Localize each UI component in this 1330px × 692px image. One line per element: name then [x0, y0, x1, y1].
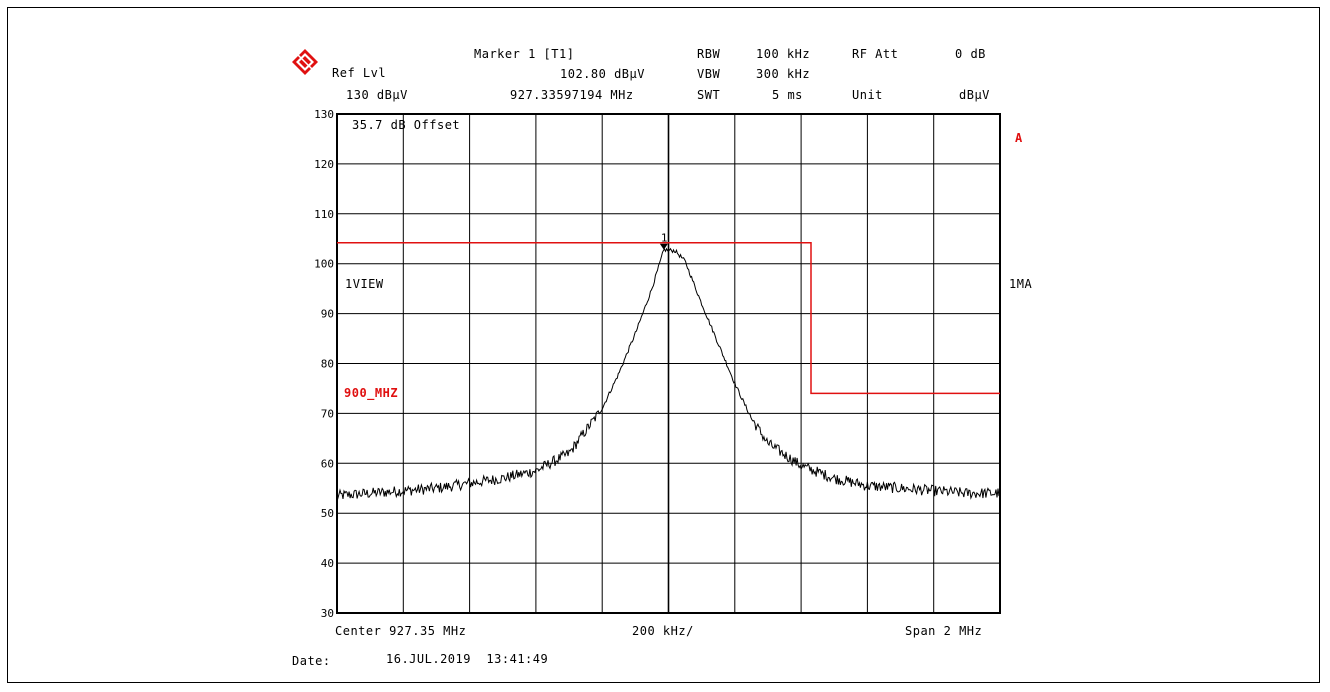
- center-frequency: Center 927.35 MHz: [335, 624, 467, 638]
- vbw-label: VBW: [697, 67, 721, 81]
- swt-label: SWT: [697, 88, 721, 102]
- y-tick-label: 50: [321, 507, 334, 520]
- offset-annotation: 35.7 dB Offset: [352, 118, 461, 132]
- ref-lvl-label: Ref Lvl: [332, 66, 387, 80]
- rf-att-label: RF Att: [852, 47, 899, 61]
- y-tick-label: 80: [321, 358, 334, 371]
- ref-lvl-value: 130 dBµV: [346, 88, 408, 102]
- date-label: Date:: [292, 654, 331, 668]
- rbw-label: RBW: [697, 47, 721, 61]
- y-tick-label: 70: [321, 407, 334, 420]
- vbw-value: 300 kHz: [756, 67, 811, 81]
- trace-1ma: [336, 247, 1001, 500]
- rbw-value: 100 kHz: [756, 47, 811, 61]
- trace-a-label: A: [1015, 131, 1023, 145]
- unit-value: dBµV: [959, 88, 990, 102]
- marker-title: Marker 1 [T1]: [474, 47, 575, 61]
- marker-1-label: 1: [661, 232, 668, 245]
- y-tick-label: 100: [314, 258, 334, 271]
- page-frame: [7, 7, 1320, 683]
- unit-label: Unit: [852, 88, 883, 102]
- y-tick-label: 130: [314, 108, 334, 121]
- per-division: 200 kHz/: [632, 624, 694, 638]
- limit-line: [337, 241, 1000, 395]
- marker-frequency: 927.33597194 MHz: [510, 88, 634, 102]
- view-annotation: 1VIEW: [345, 277, 384, 291]
- span-value: Span 2 MHz: [905, 624, 983, 638]
- marker-level: 102.80 dBµV: [560, 67, 645, 81]
- trace-mode-label: 1MA: [1009, 277, 1033, 291]
- rf-att-value: 0 dB: [955, 47, 986, 61]
- y-tick-label: 90: [321, 308, 334, 321]
- limit-line-label: 900_MHZ: [344, 386, 399, 400]
- marker-1-icon: [659, 243, 668, 250]
- date-value: 16.JUL.2019 13:41:49: [386, 652, 549, 666]
- y-tick-label: 30: [321, 607, 334, 620]
- y-tick-label: 60: [321, 457, 334, 470]
- swt-value: 5 ms: [772, 88, 803, 102]
- y-tick-label: 120: [314, 158, 334, 171]
- y-tick-label: 40: [321, 557, 334, 570]
- y-tick-label: 110: [314, 208, 334, 221]
- rohde-schwarz-logo-icon: [292, 49, 318, 75]
